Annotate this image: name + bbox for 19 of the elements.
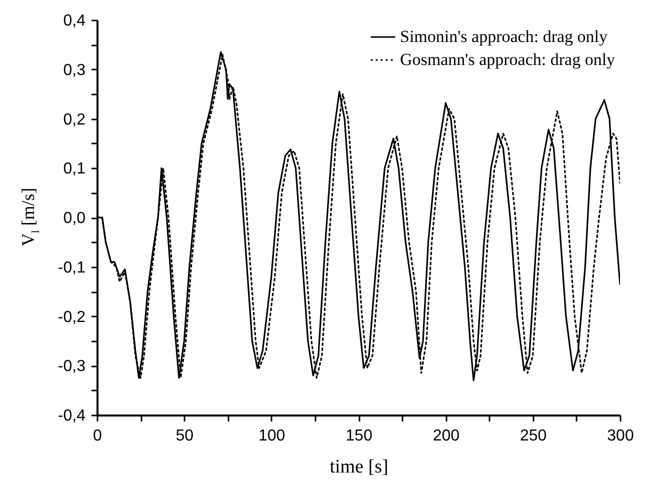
legend-label: Simonin's approach: drag only (400, 27, 608, 46)
y-tick-label: -0,4 (58, 408, 86, 424)
x-tick-label: 50 (176, 428, 194, 444)
y-tick-label: 0,4 (63, 12, 86, 30)
x-tick-label: 150 (346, 428, 372, 444)
x-tick-label: 0 (93, 428, 102, 444)
x-axis-title: time [s] (330, 456, 388, 478)
legend-label: Gosmann's approach: drag only (400, 50, 616, 69)
y-tick-label: -0,1 (58, 259, 86, 276)
y-tick-label: -0,2 (58, 308, 86, 326)
x-tick-label: 300 (607, 428, 634, 444)
y-tick-label: 0,3 (63, 62, 86, 79)
y-tick-label: 0,1 (63, 160, 86, 178)
y-tick-label: -0,3 (58, 358, 86, 376)
y-tick-label: 0,2 (63, 111, 86, 128)
x-tick-label: 200 (432, 428, 460, 444)
x-tick-label: 100 (258, 428, 286, 444)
x-tick-label: 250 (520, 428, 547, 444)
y-tick-label: 0,0 (63, 210, 86, 227)
